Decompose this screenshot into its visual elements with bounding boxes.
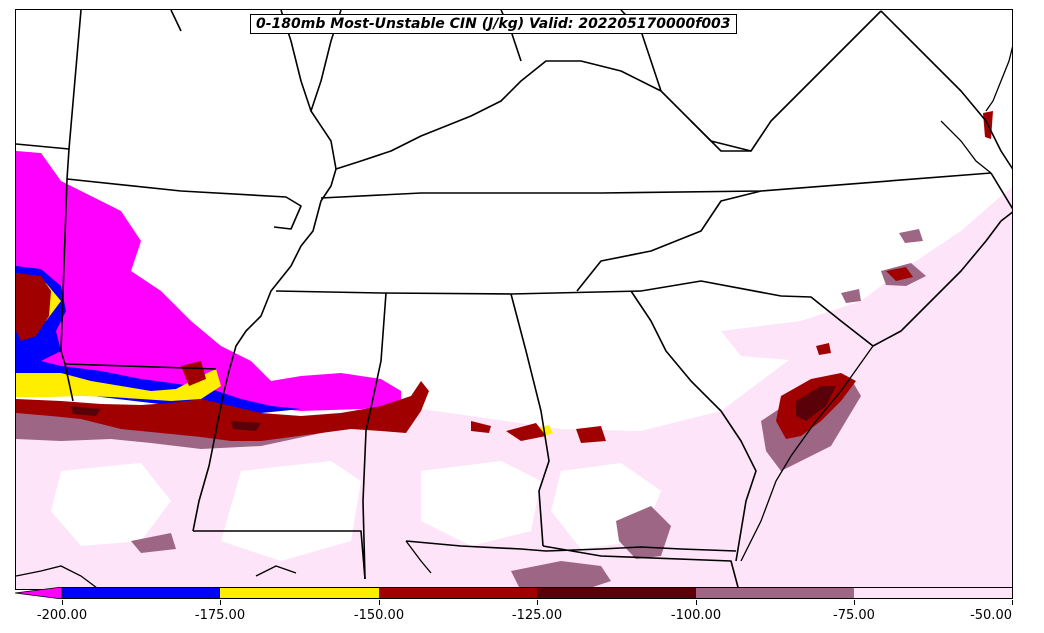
colorbar-tick-label: -200.00 (36, 608, 88, 623)
colorbar-tick (379, 600, 380, 605)
colorbar-bin-lightpink (854, 587, 1013, 599)
map-panel (15, 9, 1013, 590)
state-borders (16, 10, 1012, 589)
colorbar-bin-blue (62, 587, 220, 599)
cin-shading-magenta (16, 151, 401, 411)
colorbar-bin-yellow (220, 587, 379, 599)
colorbar-bin-red (379, 587, 537, 599)
colorbar-outline (61, 587, 1013, 599)
colorbar-tick-label: -75.00 (833, 608, 875, 623)
colorbar-tick-label: -175.00 (194, 608, 246, 623)
colorbar-tick (220, 600, 221, 605)
colorbar-tick-label: -100.00 (670, 608, 722, 623)
colorbar-tick (62, 600, 63, 605)
colorbar-tick-label: -50.00 (970, 608, 1012, 623)
colorbar-bin-mauve (696, 587, 854, 599)
colorbar-tick (1012, 600, 1013, 605)
colorbar-tick-label: -125.00 (511, 608, 563, 623)
map-title: 0-180mb Most-Unstable CIN (J/kg) Valid: … (250, 14, 737, 34)
colorbar-tick (537, 600, 538, 605)
colorbar-extend-triangle (15, 587, 63, 599)
cin-shading-darkred (71, 386, 836, 431)
colorbar (15, 587, 1013, 599)
colorbar-tick (696, 600, 697, 605)
cin-shading-blue (16, 266, 301, 413)
colorbar-tick-label: -150.00 (353, 608, 405, 623)
colorbar-tick (854, 600, 855, 605)
coastline (16, 46, 1012, 589)
colorbar-bin-darkred (537, 587, 696, 599)
cin-map (16, 10, 1012, 589)
